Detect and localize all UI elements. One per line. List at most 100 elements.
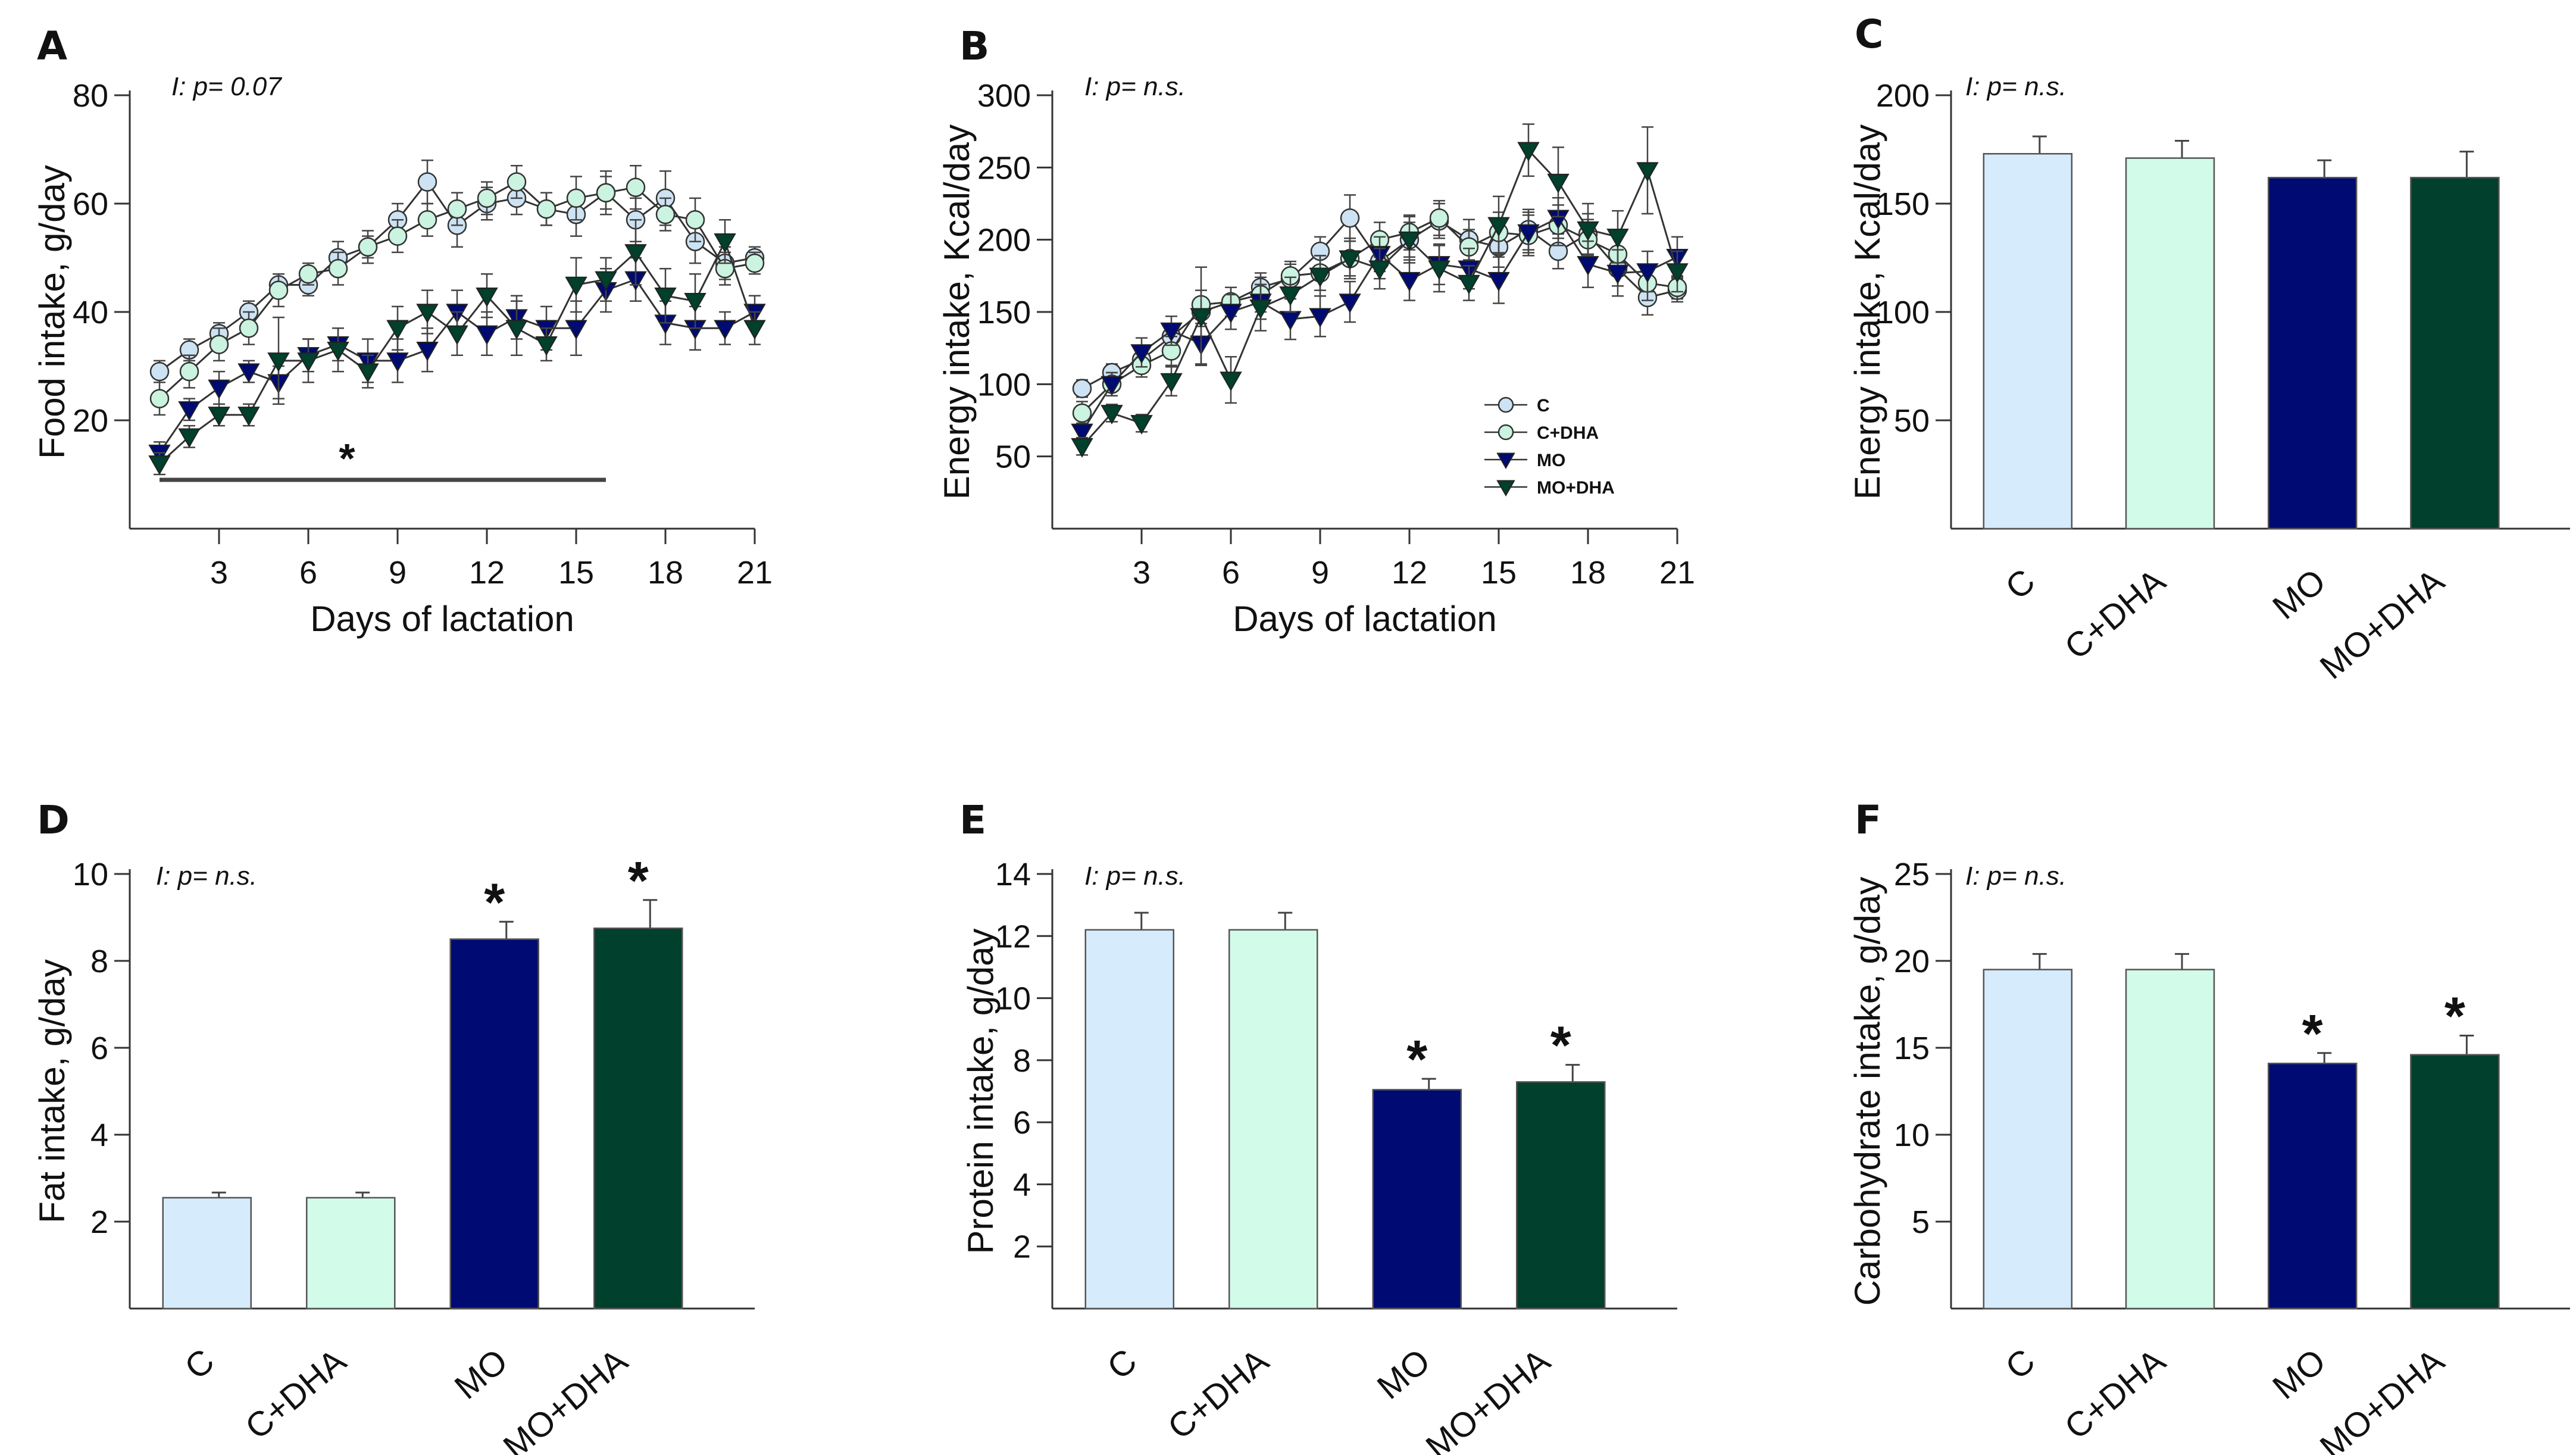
category-label: MO — [2265, 561, 2333, 627]
y-axis-label: Protein intake, g/day — [961, 928, 1001, 1254]
significance-star: * — [628, 851, 649, 911]
data-point — [1160, 322, 1183, 342]
bar-group-c-plus-dha: C+DHA — [238, 1191, 396, 1447]
data-point — [505, 320, 528, 340]
category-label: MO — [1370, 1341, 1437, 1407]
legend: C C+DHA MO MO+DHA — [1484, 396, 1615, 498]
legend-label: C — [1537, 396, 1550, 416]
y-tick-label: 6 — [90, 1031, 108, 1066]
data-point — [596, 183, 616, 203]
data-point — [358, 237, 378, 257]
x-tick-label: 21 — [737, 555, 773, 591]
data-point — [298, 264, 318, 284]
y-tick-label: 200 — [977, 223, 1031, 258]
category-label: C — [1100, 1341, 1144, 1387]
bar-group-c: C — [162, 1191, 252, 1387]
panel-d: D I: p= n.s. 2 4 6 8 10 Fat intake, g/day C C+DHA… — [32, 797, 755, 1455]
data-point — [178, 401, 201, 421]
x-axis-label: Days of lactation — [310, 599, 574, 639]
bar — [2267, 1063, 2358, 1310]
data-point — [565, 320, 587, 340]
data-point — [1309, 267, 1331, 288]
data-point — [477, 188, 497, 208]
significance-star: * — [339, 435, 355, 482]
category-label: MO+DHA — [1418, 1341, 1557, 1455]
bar-group-c-plus-dha: C+DHA — [2058, 139, 2215, 667]
y-tick-label: 25 — [1894, 857, 1930, 892]
data-point — [1101, 376, 1123, 396]
y-tick-label: 4 — [1013, 1167, 1031, 1203]
data-point — [1458, 274, 1480, 295]
y-tick-label: 60 — [73, 186, 108, 222]
interaction-p-value: I: p= n.s. — [1965, 72, 2067, 101]
x-tick-label: 18 — [648, 555, 683, 591]
x-tick-label: 9 — [1311, 555, 1329, 591]
bar-group-c: C — [1983, 953, 2073, 1387]
legend-marker — [1498, 396, 1514, 413]
legend-label: C+DHA — [1537, 423, 1599, 443]
y-axis-label: Fat intake, g/day — [32, 959, 72, 1223]
x-tick-label: 18 — [1570, 555, 1606, 591]
data-point — [1101, 405, 1123, 424]
panel-e: E I: p= n.s. 2 4 6 8 10 12 14 Protein intake, g/d… — [959, 797, 1677, 1455]
category-label: MO+DHA — [2313, 561, 2452, 687]
data-point — [745, 253, 765, 273]
data-point — [714, 320, 736, 340]
legend-marker — [1496, 452, 1515, 470]
data-point — [1220, 304, 1242, 324]
data-point — [1309, 308, 1331, 328]
y-axis-label: Carbohydrate intake, g/day — [1847, 877, 1887, 1306]
x-tick-label: 3 — [210, 555, 228, 591]
y-tick-label: 8 — [90, 944, 108, 979]
data-point — [1220, 371, 1242, 392]
y-tick-label: 150 — [1876, 186, 1930, 222]
data-point — [1398, 231, 1421, 251]
bar — [1983, 153, 2073, 530]
data-point — [1577, 256, 1599, 276]
bar-group-mo: * MO — [2265, 1004, 2358, 1407]
data-point — [386, 352, 409, 372]
data-point — [416, 304, 439, 324]
data-point — [1071, 423, 1093, 444]
x-tick-label: 12 — [469, 555, 505, 591]
x-tick-label: 6 — [299, 555, 317, 591]
data-point — [327, 341, 349, 361]
category-label: C+DHA — [2058, 561, 2173, 667]
category-label: C — [1998, 1341, 2042, 1387]
data-point — [1190, 308, 1212, 328]
bar — [1983, 969, 2073, 1310]
series-mo — [148, 257, 766, 465]
data-point — [237, 363, 260, 383]
data-point — [714, 233, 736, 253]
y-tick-label: 4 — [90, 1117, 108, 1153]
data-point — [654, 287, 677, 307]
category-label: MO — [2265, 1341, 2333, 1407]
data-point — [743, 320, 766, 340]
significance-star: * — [2444, 987, 2465, 1047]
data-point — [476, 325, 498, 345]
bar-group-mo: MO — [2265, 159, 2358, 627]
data-point — [1547, 173, 1570, 193]
data-point — [1160, 373, 1183, 393]
y-axis-label: Food intake, g/day — [32, 165, 72, 459]
data-point — [447, 199, 467, 219]
y-tick-label: 8 — [1013, 1043, 1031, 1079]
data-point — [267, 352, 290, 372]
panel-label: C — [1855, 11, 1883, 57]
data-point — [1072, 403, 1092, 423]
data-point — [1429, 208, 1449, 228]
x-tick-label: 3 — [1133, 555, 1151, 591]
x-tick-label: 6 — [1222, 555, 1240, 591]
data-point — [1339, 250, 1361, 270]
x-tick-label: 12 — [1392, 555, 1427, 591]
data-point — [655, 204, 676, 224]
data-point — [386, 320, 409, 340]
data-point — [1368, 260, 1391, 280]
y-tick-label: 100 — [977, 367, 1031, 402]
data-point — [1606, 264, 1629, 285]
data-point — [1428, 260, 1450, 280]
interaction-p-value: I: p= n.s. — [1965, 861, 2067, 891]
data-point — [149, 361, 170, 382]
